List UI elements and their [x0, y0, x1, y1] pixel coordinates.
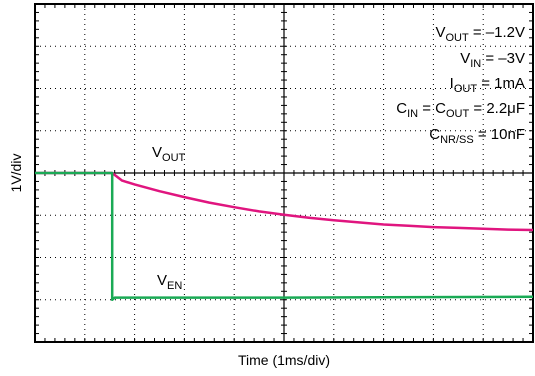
- grid: [34, 3, 534, 343]
- condition-row: CIN = COUT = 2.2μF: [396, 100, 525, 120]
- label-vout: VOUT: [152, 144, 186, 164]
- trace-vout: [35, 171, 534, 232]
- label-ven: VEN: [157, 272, 182, 292]
- condition-row: IOUT = 1mA: [450, 75, 525, 95]
- y-axis-label: 1V/div: [8, 154, 24, 193]
- condition-row: VOUT = –1.2V: [435, 24, 525, 44]
- traces: [35, 171, 534, 302]
- trace-ven: [35, 171, 534, 302]
- x-axis-label: Time (1ms/div): [238, 352, 330, 368]
- test-conditions: VOUT = –1.2V VIN = –3V IOUT = 1mA CIN = COU…: [396, 24, 525, 146]
- condition-row: CNR/SS = 10nF: [429, 126, 525, 146]
- condition-row: VIN = –3V: [460, 50, 525, 70]
- trace-labels: VOUT VEN: [152, 144, 186, 292]
